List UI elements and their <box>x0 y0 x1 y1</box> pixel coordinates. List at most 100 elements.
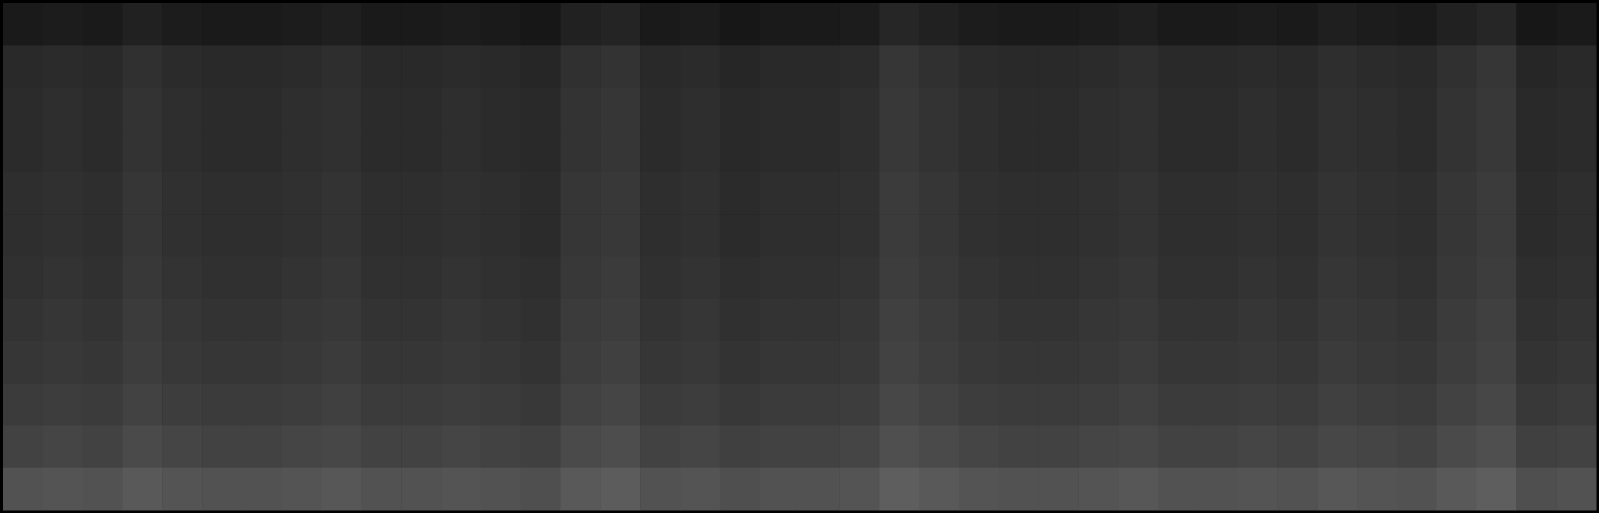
cell <box>1118 257 1158 300</box>
cell <box>1397 214 1437 257</box>
cell <box>481 341 521 384</box>
cell <box>1277 45 1317 88</box>
cell <box>1038 130 1078 173</box>
cell <box>720 383 760 426</box>
cell <box>919 426 959 469</box>
cell <box>521 130 561 173</box>
cell <box>999 341 1039 384</box>
cell <box>401 172 441 215</box>
cell <box>800 468 840 511</box>
cell <box>919 214 959 257</box>
cell <box>521 257 561 300</box>
cell <box>1556 299 1596 342</box>
cell <box>1198 3 1238 46</box>
cell <box>1238 130 1278 173</box>
cell <box>999 426 1039 469</box>
cell <box>162 257 202 300</box>
cell <box>401 257 441 300</box>
cell <box>1317 341 1357 384</box>
cell <box>43 299 83 342</box>
cell <box>1118 383 1158 426</box>
cell <box>1437 299 1477 342</box>
cell <box>640 172 680 215</box>
cell <box>919 45 959 88</box>
cell <box>1357 383 1397 426</box>
cell <box>122 214 162 257</box>
cell <box>83 341 123 384</box>
cell <box>1038 341 1078 384</box>
cell <box>959 172 999 215</box>
cell <box>481 130 521 173</box>
cell <box>83 88 123 131</box>
cell <box>1317 426 1357 469</box>
cell <box>720 45 760 88</box>
cell <box>282 172 322 215</box>
cell <box>1238 172 1278 215</box>
cell <box>43 214 83 257</box>
cell <box>1198 299 1238 342</box>
cell <box>1238 257 1278 300</box>
cell <box>282 214 322 257</box>
cell <box>242 383 282 426</box>
cell <box>1516 45 1556 88</box>
cell <box>202 299 242 342</box>
cell <box>760 341 800 384</box>
cell <box>1277 3 1317 46</box>
cell <box>1437 172 1477 215</box>
cell <box>361 45 401 88</box>
cell <box>1556 88 1596 131</box>
cell <box>1317 45 1357 88</box>
cell <box>242 130 282 173</box>
cell <box>1158 172 1198 215</box>
cell <box>1357 172 1397 215</box>
cell <box>202 257 242 300</box>
cell <box>361 383 401 426</box>
cell <box>839 426 879 469</box>
cell <box>202 214 242 257</box>
cell <box>282 88 322 131</box>
background <box>0 0 1599 513</box>
cell <box>242 426 282 469</box>
cell <box>680 88 720 131</box>
cell <box>3 172 43 215</box>
cell <box>720 3 760 46</box>
cell <box>879 3 919 46</box>
cell <box>1078 341 1118 384</box>
cell <box>1238 341 1278 384</box>
cell <box>680 257 720 300</box>
cell <box>322 172 362 215</box>
cell <box>521 45 561 88</box>
cell <box>919 130 959 173</box>
cell <box>1038 3 1078 46</box>
cell <box>83 257 123 300</box>
cell <box>1437 214 1477 257</box>
cell <box>322 45 362 88</box>
cell <box>680 214 720 257</box>
cell <box>162 299 202 342</box>
cell <box>322 88 362 131</box>
cell <box>481 299 521 342</box>
cell <box>401 45 441 88</box>
cell <box>1118 468 1158 511</box>
cell <box>800 45 840 88</box>
cell <box>600 3 640 46</box>
cell <box>1397 45 1437 88</box>
cell <box>322 426 362 469</box>
cell <box>1317 130 1357 173</box>
cell <box>720 426 760 469</box>
cell <box>1038 88 1078 131</box>
cell <box>640 257 680 300</box>
cell <box>122 341 162 384</box>
cell <box>43 130 83 173</box>
cell <box>1038 426 1078 469</box>
cell <box>680 341 720 384</box>
cell <box>760 130 800 173</box>
cell <box>521 88 561 131</box>
cell <box>1118 130 1158 173</box>
cell <box>361 426 401 469</box>
cell <box>1397 257 1437 300</box>
cell <box>879 88 919 131</box>
cell <box>122 299 162 342</box>
cell <box>1397 426 1437 469</box>
cell <box>959 383 999 426</box>
